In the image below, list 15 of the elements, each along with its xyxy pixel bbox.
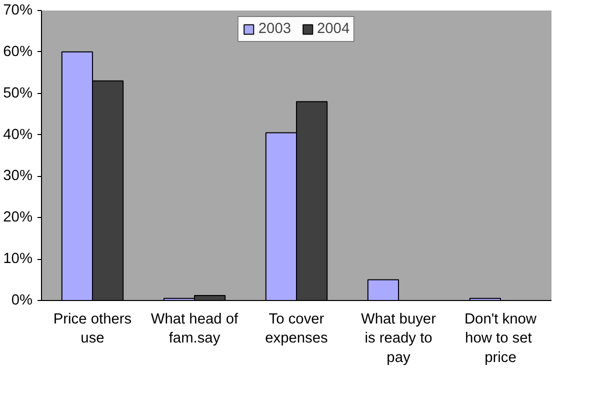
y-tick-label: 60% [3, 44, 33, 60]
legend-label: 2004 [317, 21, 350, 37]
y-tick-label: 70% [3, 2, 33, 18]
y-tick-label: 30% [3, 168, 33, 184]
y-tick-label: 50% [3, 85, 33, 102]
x-tick-label: What buyer is ready to pay [361, 312, 436, 366]
x-tick-label: To cover expenses [265, 312, 328, 347]
y-tick-label: 0% [11, 292, 33, 308]
y-tick-label: 40% [3, 126, 33, 143]
x-tick-label: Price others use [53, 312, 132, 347]
y-tick-label: 10% [3, 251, 33, 268]
legend-label: 2003 [258, 21, 291, 37]
x-tick-label: Don't know how to set price [464, 312, 537, 366]
y-tick-label: 20% [3, 210, 33, 226]
x-tick-label: What head of fam.say [150, 312, 240, 347]
